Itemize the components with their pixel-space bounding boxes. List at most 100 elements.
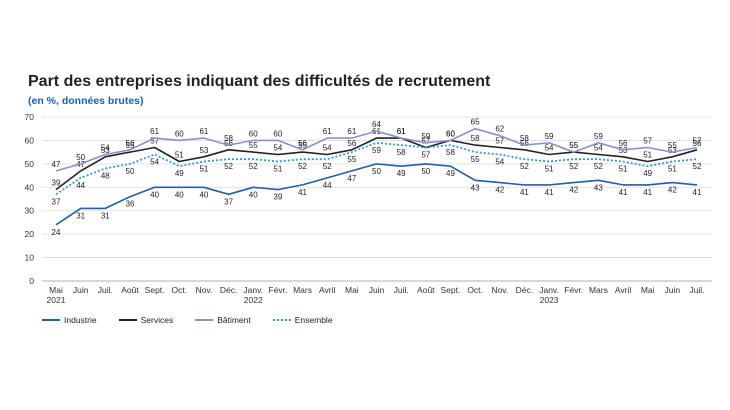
x-tick-label: Mai (641, 285, 655, 295)
x-tick-label: Juil. (98, 285, 113, 295)
data-label-batiment: 62 (495, 125, 504, 134)
x-tick-label: Mars (589, 285, 608, 295)
x-tick-label: Oct. (467, 285, 483, 295)
data-label-batiment: 60 (175, 129, 184, 138)
data-label-services: 57 (421, 136, 430, 145)
data-label-ensemble: 44 (76, 181, 85, 190)
data-label-batiment: 59 (421, 132, 430, 141)
data-label-ensemble: 54 (495, 157, 504, 166)
data-label-industrie: 31 (101, 211, 110, 220)
data-label-services: 55 (569, 141, 578, 150)
data-label-industrie: 44 (323, 181, 332, 190)
x-tick-label: Juil. (689, 285, 704, 295)
legend-label-batiment: Bâtiment (217, 315, 251, 325)
y-tick-label: 40 (25, 182, 35, 192)
data-label-services: 53 (199, 146, 208, 155)
data-label-ensemble: 52 (249, 162, 258, 171)
data-label-industrie: 40 (150, 190, 159, 199)
data-label-ensemble: 54 (150, 157, 159, 166)
data-label-services: 56 (520, 139, 529, 148)
data-label-batiment: 58 (520, 134, 529, 143)
data-label-services: 55 (126, 141, 135, 150)
data-label-services: 55 (298, 141, 307, 150)
legend-label-services: Services (140, 315, 174, 325)
data-label-ensemble: 49 (175, 169, 184, 178)
series-line-batiment (55, 127, 698, 172)
data-label-ensemble: 52 (520, 162, 529, 171)
x-tick-label: Nov. (195, 285, 212, 295)
data-label-ensemble: 51 (668, 165, 677, 174)
series-line-ensemble (55, 141, 698, 196)
data-label-industrie: 42 (569, 186, 578, 195)
data-label-batiment: 61 (199, 127, 208, 136)
data-label-industrie: 31 (76, 211, 85, 220)
y-tick-label: 50 (25, 159, 35, 169)
chart-subtitle: (en %, données brutes) (28, 95, 144, 107)
data-label-batiment: 60 (273, 129, 282, 138)
y-tick-label: 70 (25, 112, 35, 122)
data-label-ensemble: 37 (52, 197, 61, 206)
data-label-ensemble: 58 (397, 148, 406, 157)
data-label-services: 61 (397, 127, 406, 136)
x-tick-label: Oct. (171, 285, 187, 295)
data-label-ensemble: 58 (446, 148, 455, 157)
data-label-batiment: 56 (126, 139, 135, 148)
data-label-ensemble: 55 (471, 155, 480, 164)
x-tick-label: Mai (345, 285, 359, 295)
y-tick-label: 30 (25, 206, 35, 216)
data-label-batiment: 55 (569, 141, 578, 150)
x-tick-label: Déc. (220, 285, 237, 295)
legend-item-services: Services (118, 315, 174, 325)
x-tick-label: Août (121, 285, 139, 295)
data-label-services: 58 (471, 134, 480, 143)
data-label-batiment: 61 (323, 127, 332, 136)
data-label-industrie: 41 (693, 188, 702, 197)
legend-swatch-industrie (42, 319, 60, 321)
data-label-ensemble: 52 (569, 162, 578, 171)
data-label-services: 54 (323, 143, 332, 152)
x-tick-label: Mars (293, 285, 312, 295)
data-label-services: 57 (495, 136, 504, 145)
y-tick-label: 60 (25, 135, 35, 145)
data-label-industrie: 41 (298, 188, 307, 197)
data-label-batiment: 47 (52, 160, 61, 169)
legend-label-ensemble: Ensemble (294, 315, 333, 325)
data-label-ensemble: 50 (126, 167, 135, 176)
legend-item-batiment: Bâtiment (195, 315, 251, 325)
data-label-industrie: 42 (668, 186, 677, 195)
legend-swatch-services (118, 319, 137, 321)
data-label-services: 53 (101, 146, 110, 155)
data-label-services: 56 (224, 139, 233, 148)
data-label-batiment: 65 (471, 118, 480, 127)
legend-swatch-ensemble (272, 319, 291, 321)
x-tick-label: Févr. (564, 285, 583, 295)
y-tick-label: 20 (25, 229, 35, 239)
data-label-industrie: 50 (421, 167, 430, 176)
data-label-batiment: 57 (693, 136, 702, 145)
data-label-batiment: 61 (397, 127, 406, 136)
x-tick-label: Juin (665, 285, 681, 295)
data-label-ensemble: 51 (619, 165, 628, 174)
data-label-services: 55 (249, 141, 258, 150)
chart-legend: Industrie Services Bâtiment Ensemble (42, 315, 333, 325)
data-label-industrie: 41 (619, 188, 628, 197)
data-label-batiment: 59 (594, 132, 603, 141)
data-label-ensemble: 48 (101, 172, 110, 181)
x-tick-label: Janv. 2022 (243, 285, 263, 305)
x-tick-label: Juil. (394, 285, 409, 295)
data-label-industrie: 37 (224, 197, 233, 206)
data-label-batiment: 61 (347, 127, 356, 136)
data-label-services: 51 (643, 151, 652, 160)
x-tick-label: Avril (319, 285, 335, 295)
data-label-ensemble: 55 (347, 155, 356, 164)
data-label-industrie: 47 (347, 174, 356, 183)
data-label-services: 60 (446, 129, 455, 138)
series-line-industrie (55, 163, 698, 226)
x-tick-label: Nov. (491, 285, 508, 295)
data-label-services: 57 (150, 136, 159, 145)
data-label-batiment: 58 (224, 134, 233, 143)
x-tick-label: Août (417, 285, 435, 295)
data-label-services: 54 (273, 143, 282, 152)
data-label-ensemble: 51 (545, 165, 554, 174)
data-label-services: 53 (668, 146, 677, 155)
